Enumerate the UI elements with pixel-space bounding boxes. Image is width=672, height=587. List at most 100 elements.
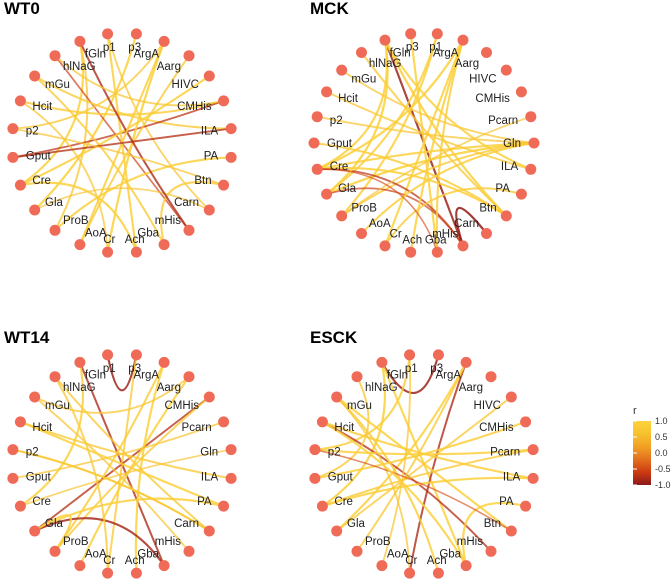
node-esck-14 [432,567,444,579]
panel-title-wt14: WT14 [4,328,50,347]
node-wt14-22 [14,416,26,428]
edge-wt0-6 [20,99,224,116]
node-label-mck-13: Carn [454,218,479,230]
node-label-esck-8: Pcarn [490,446,520,458]
edge-wt14-18 [12,448,210,532]
node-label-wt14-20: Gput [26,472,52,484]
node-label-wt14-0: hlNaG [63,382,96,394]
node-esck-8 [527,444,539,456]
node-label-mck-20: Gla [338,183,357,195]
node-mck-8 [525,111,537,123]
edge-wt0-22 [54,55,224,107]
edge-wt14-10 [20,420,232,480]
node-mck-1 [379,34,391,46]
node-esck-15 [404,567,416,579]
node-mck-11 [515,188,527,200]
node-label-wt0-20: Gput [26,151,52,163]
node-label-esck-6: HIVC [474,400,501,412]
edge-esck-12 [314,448,534,456]
node-label-esck-16: AoA [387,549,409,561]
node-label-wt0-6: HIVC [172,79,199,91]
node-wt14-21 [7,444,19,456]
node-wt14-13 [158,560,170,572]
node-label-wt14-6: CMHis [165,400,200,412]
node-esck-20 [309,472,321,484]
node-wt0-10 [218,179,230,191]
edge-esck-17 [461,501,526,566]
node-mck-5 [481,47,492,58]
edge-mck-25 [325,39,389,195]
node-label-wt14-23: mGu [45,400,70,412]
node-label-esck-23: mGu [347,400,372,412]
node-mck-4 [457,34,469,46]
node-label-mck-18: AoA [369,218,391,230]
node-label-wt14-11: Carn [174,518,199,530]
node-wt0-9 [225,151,237,163]
edge-wt14-14 [34,517,165,567]
node-label-mck-7: CMHis [475,93,510,105]
edge-wt14-20 [34,514,72,552]
node-esck-5 [485,371,497,383]
node-label-wt14-8: Gln [200,446,218,458]
node-wt14-20 [7,472,19,484]
node-label-wt0-18: Gla [45,197,64,209]
node-wt0-14 [130,246,142,258]
node-esck-17 [351,545,363,557]
node-label-esck-21: p2 [328,446,341,458]
node-label-mck-2: p3 [406,42,419,54]
node-wt14-10 [218,500,230,512]
node-esck-10 [520,500,532,512]
node-mck-23 [311,111,323,123]
node-wt0-5 [183,50,195,62]
node-wt0-1 [74,35,86,47]
node-wt0-7 [218,95,230,107]
node-wt14-7 [218,416,230,428]
node-label-wt14-18: Gla [45,518,64,530]
edge-wt0-8 [12,40,165,130]
node-label-mck-1: fGln [390,47,411,59]
node-label-mck-21: Cre [330,161,349,173]
edge-esck-9 [322,448,534,508]
edge-wt14-17 [19,420,225,508]
node-label-mck-0: hlNaG [369,58,402,70]
node-label-wt0-7: CMHis [177,101,212,113]
node-label-wt0-11: Carn [174,197,199,209]
node-label-mck-6: HIVC [469,74,496,86]
node-label-wt0-13: Gba [137,228,159,240]
node-wt0-19 [14,179,26,191]
node-wt14-23 [29,391,41,403]
node-mck-9 [528,137,540,149]
node-wt14-17 [49,545,61,557]
node-label-esck-2: p1 [405,363,418,375]
node-wt0-21 [7,123,19,135]
node-wt14-14 [130,567,142,579]
node-label-esck-11: Btn [484,518,501,530]
node-wt14-0 [49,371,61,383]
edge-esck-10 [322,476,534,508]
edge-mck-24 [384,39,532,171]
edge-mck-10 [341,142,535,217]
node-wt14-16 [74,560,86,572]
node-label-wt14-5: Aarg [157,382,181,394]
edge-mck-9 [316,141,535,171]
node-label-esck-10: PA [499,496,514,508]
node-mck-15 [431,246,443,258]
legend-title: r [633,405,637,417]
node-wt14-6 [203,391,215,403]
legend-tick-label-4: -1.0 [655,480,671,490]
panel-title-wt0: WT0 [4,0,40,18]
node-wt14-11 [203,525,215,537]
node-mck-21 [311,163,323,175]
edge-wt14-15 [20,448,232,507]
node-wt14-9 [225,472,237,484]
edge-wt0-1 [54,41,89,231]
node-wt0-20 [7,151,19,163]
node-esck-1 [376,356,388,368]
node-wt14-2 [102,349,114,361]
panel-title-esck: ESCK [310,328,358,347]
node-label-mck-25: mGu [351,74,376,86]
edge-wt14-19 [34,375,190,414]
edge-mck-6 [316,39,464,171]
